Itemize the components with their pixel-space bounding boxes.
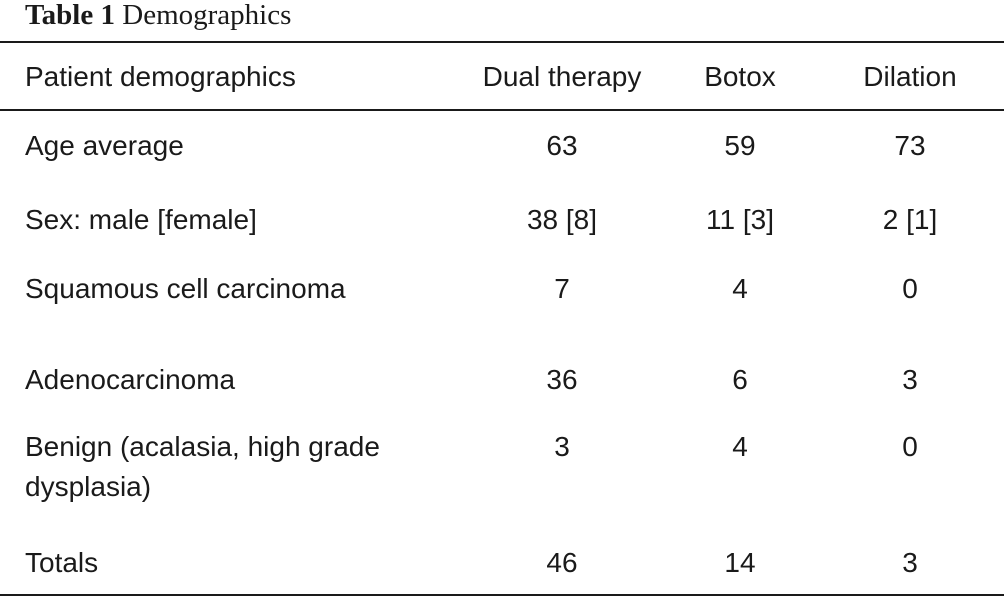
cell-dual-therapy: 46	[546, 547, 578, 578]
cell-dilation: 3	[902, 547, 918, 578]
row-label: Benign (acalasia, high grade dysplasia)	[25, 431, 380, 502]
row-label: Totals	[25, 547, 99, 578]
cell-dual-therapy: 63	[546, 130, 578, 161]
cell-botox: 11 [3]	[706, 204, 774, 235]
cell-dual-therapy: 36	[546, 364, 578, 395]
table-header-rule	[0, 109, 1004, 111]
cell-botox: 59	[724, 130, 756, 161]
row-label: Sex: male [female]	[25, 204, 257, 235]
row-label: Age average	[25, 130, 184, 161]
table-top-rule	[0, 41, 1004, 43]
table-bottom-rule	[0, 594, 1004, 596]
cell-botox: 6	[732, 364, 748, 395]
cell-botox: 14	[724, 547, 756, 578]
cell-dilation: 0	[902, 431, 918, 462]
column-header-dual-therapy: Dual therapy	[482, 61, 642, 92]
table-caption: Table 1 Demographics	[25, 0, 291, 36]
table-caption-title: Demographics	[122, 0, 292, 31]
table-caption-label: Table 1	[25, 0, 115, 31]
cell-dual-therapy: 38 [8]	[526, 204, 598, 235]
cell-dilation: 2 [1]	[882, 204, 938, 235]
cell-dilation: 3	[902, 364, 918, 395]
cell-botox: 4	[732, 273, 748, 304]
cell-dilation: 73	[894, 130, 926, 161]
column-header-patient-demographics: Patient demographics	[25, 61, 296, 92]
row-label: Squamous cell carcinoma	[25, 273, 346, 304]
cell-dual-therapy: 7	[554, 273, 570, 304]
cell-dual-therapy: 3	[554, 431, 570, 462]
column-header-botox: Botox	[704, 61, 776, 92]
cell-botox: 4	[732, 431, 748, 462]
column-header-dilation: Dilation	[863, 61, 957, 92]
row-label: Adenocarcinoma	[25, 364, 236, 395]
cell-dilation: 0	[902, 273, 918, 304]
